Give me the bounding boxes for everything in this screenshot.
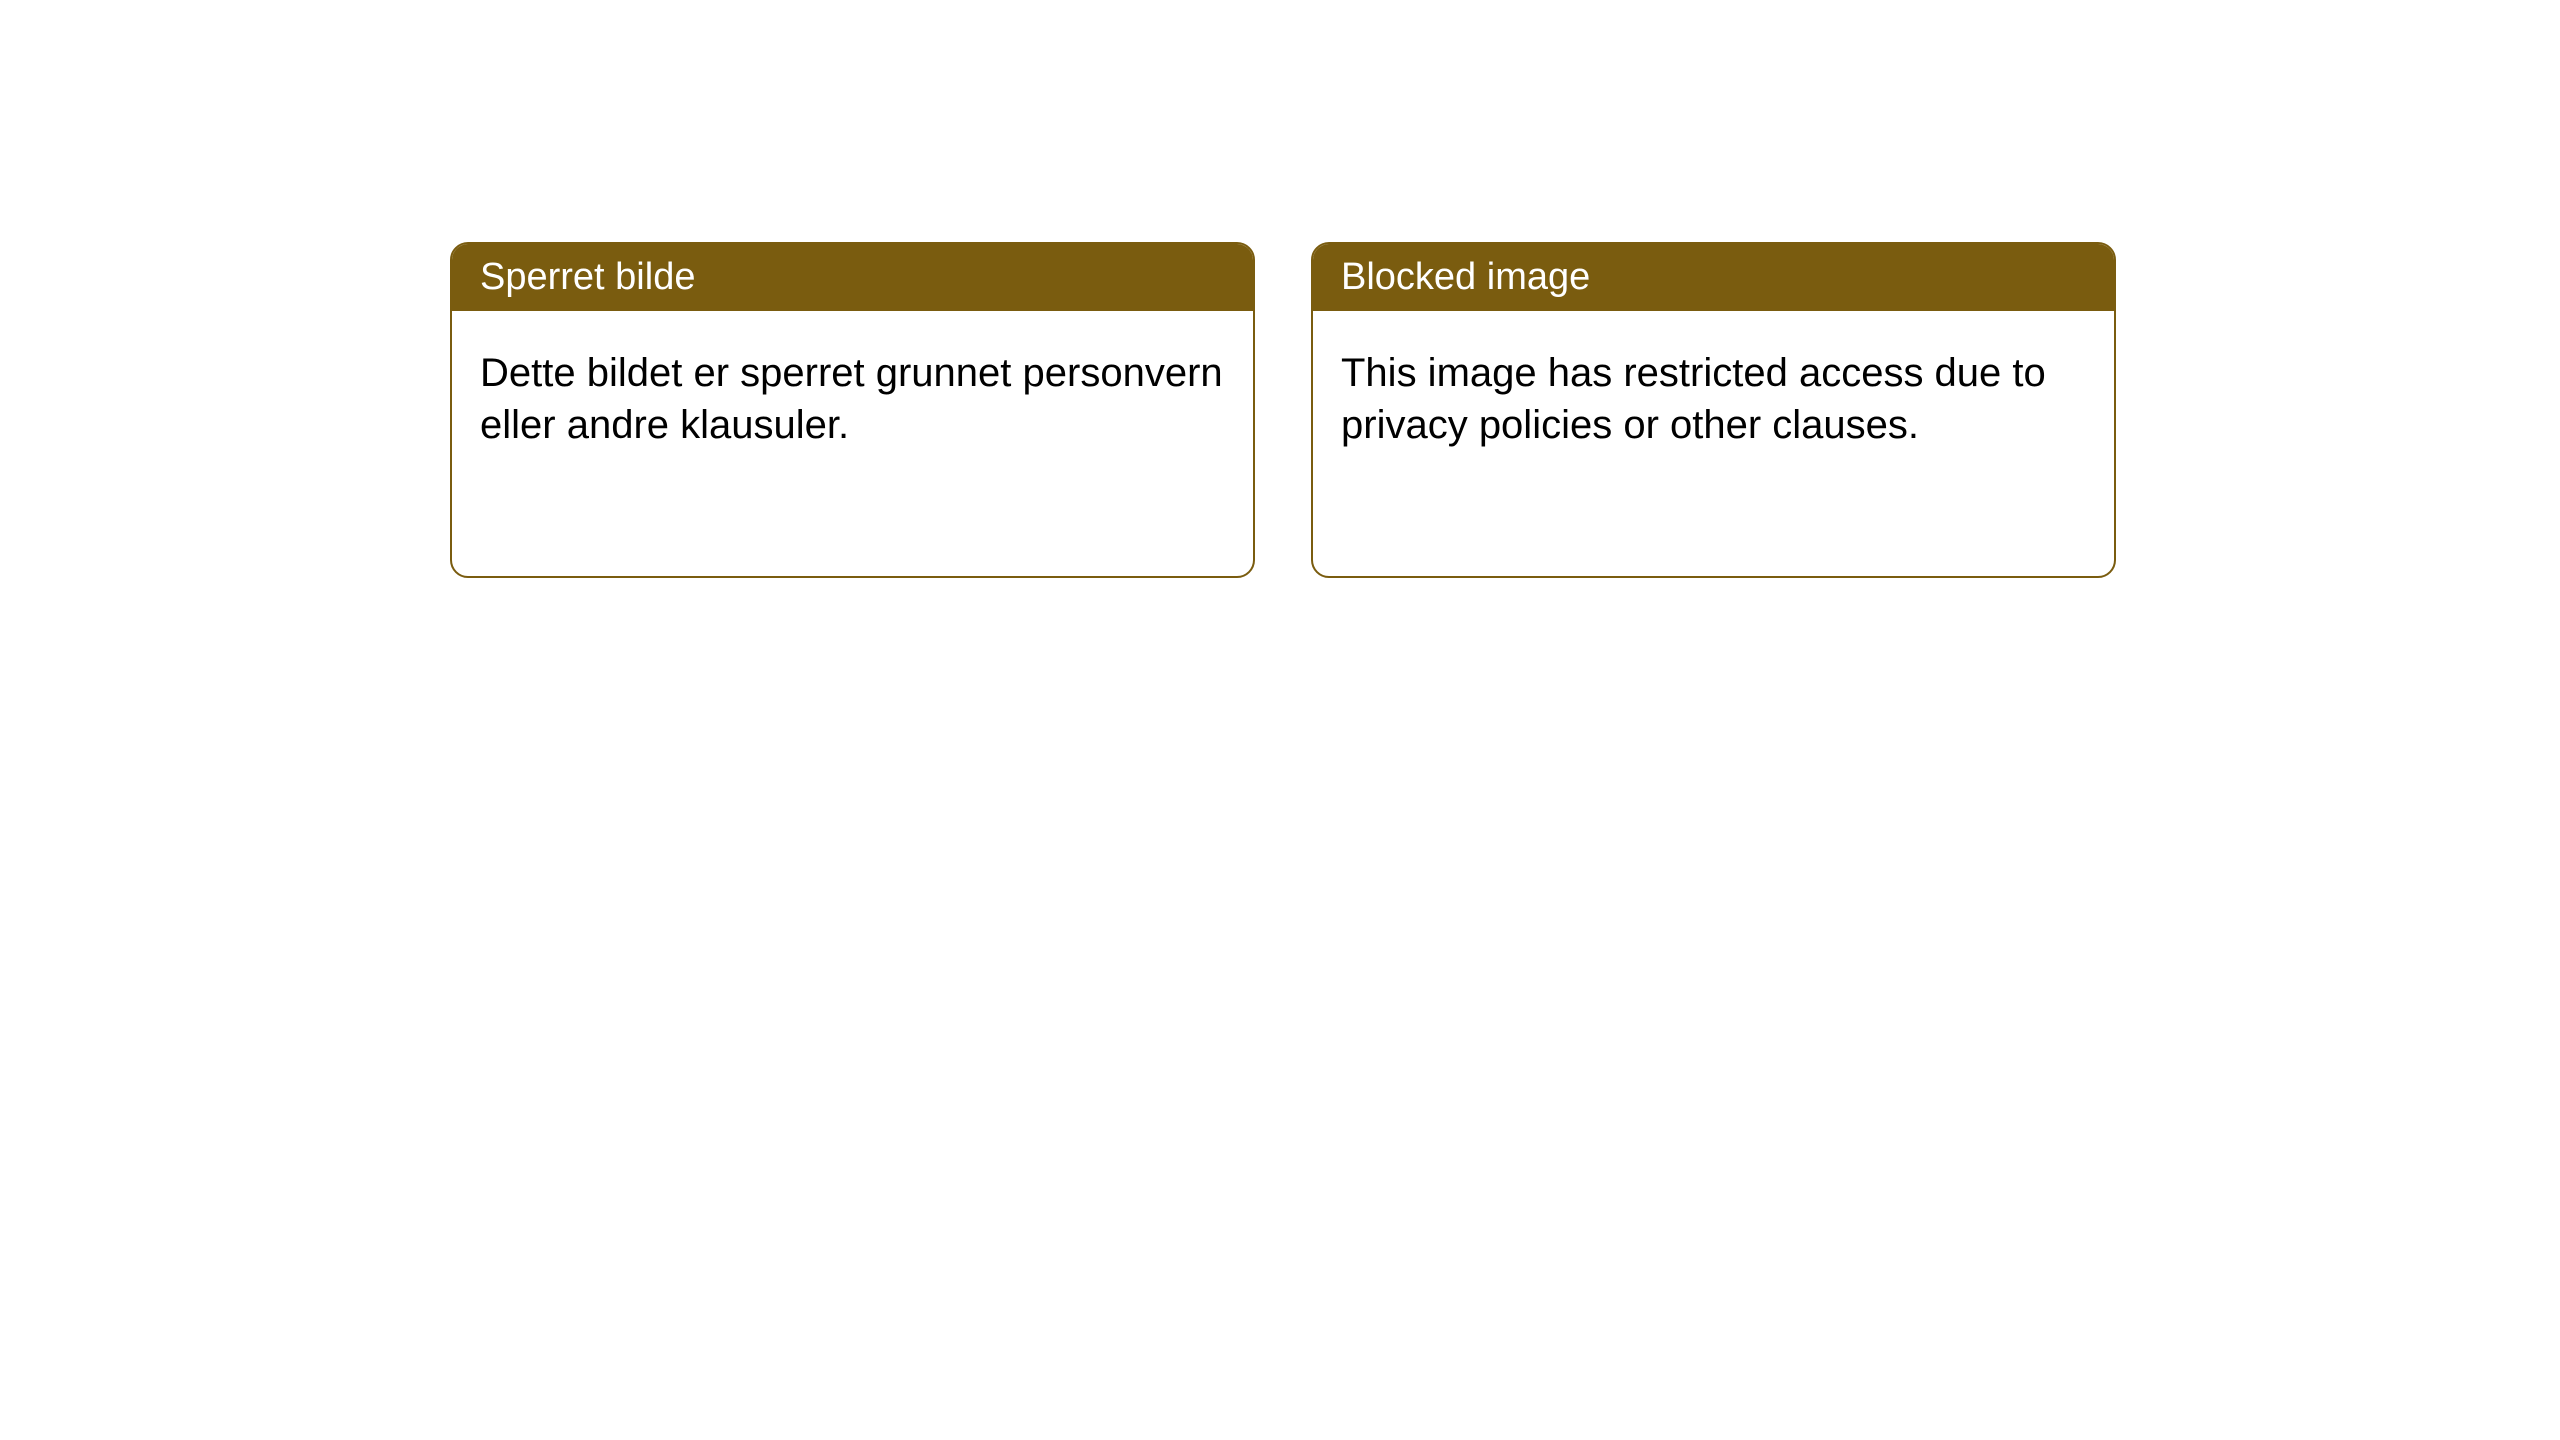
notice-title-english: Blocked image [1341,256,1590,298]
notice-container: Sperret bilde Dette bildet er sperret gr… [450,242,2116,578]
notice-body-norwegian: Dette bildet er sperret grunnet personve… [452,311,1253,487]
notice-card-norwegian: Sperret bilde Dette bildet er sperret gr… [450,242,1255,578]
notice-body-english: This image has restricted access due to … [1313,311,2114,487]
notice-header-norwegian: Sperret bilde [452,244,1253,311]
notice-text-english: This image has restricted access due to … [1341,351,2046,447]
notice-text-norwegian: Dette bildet er sperret grunnet personve… [480,351,1223,447]
notice-header-english: Blocked image [1313,244,2114,311]
notice-card-english: Blocked image This image has restricted … [1311,242,2116,578]
notice-title-norwegian: Sperret bilde [480,256,695,298]
